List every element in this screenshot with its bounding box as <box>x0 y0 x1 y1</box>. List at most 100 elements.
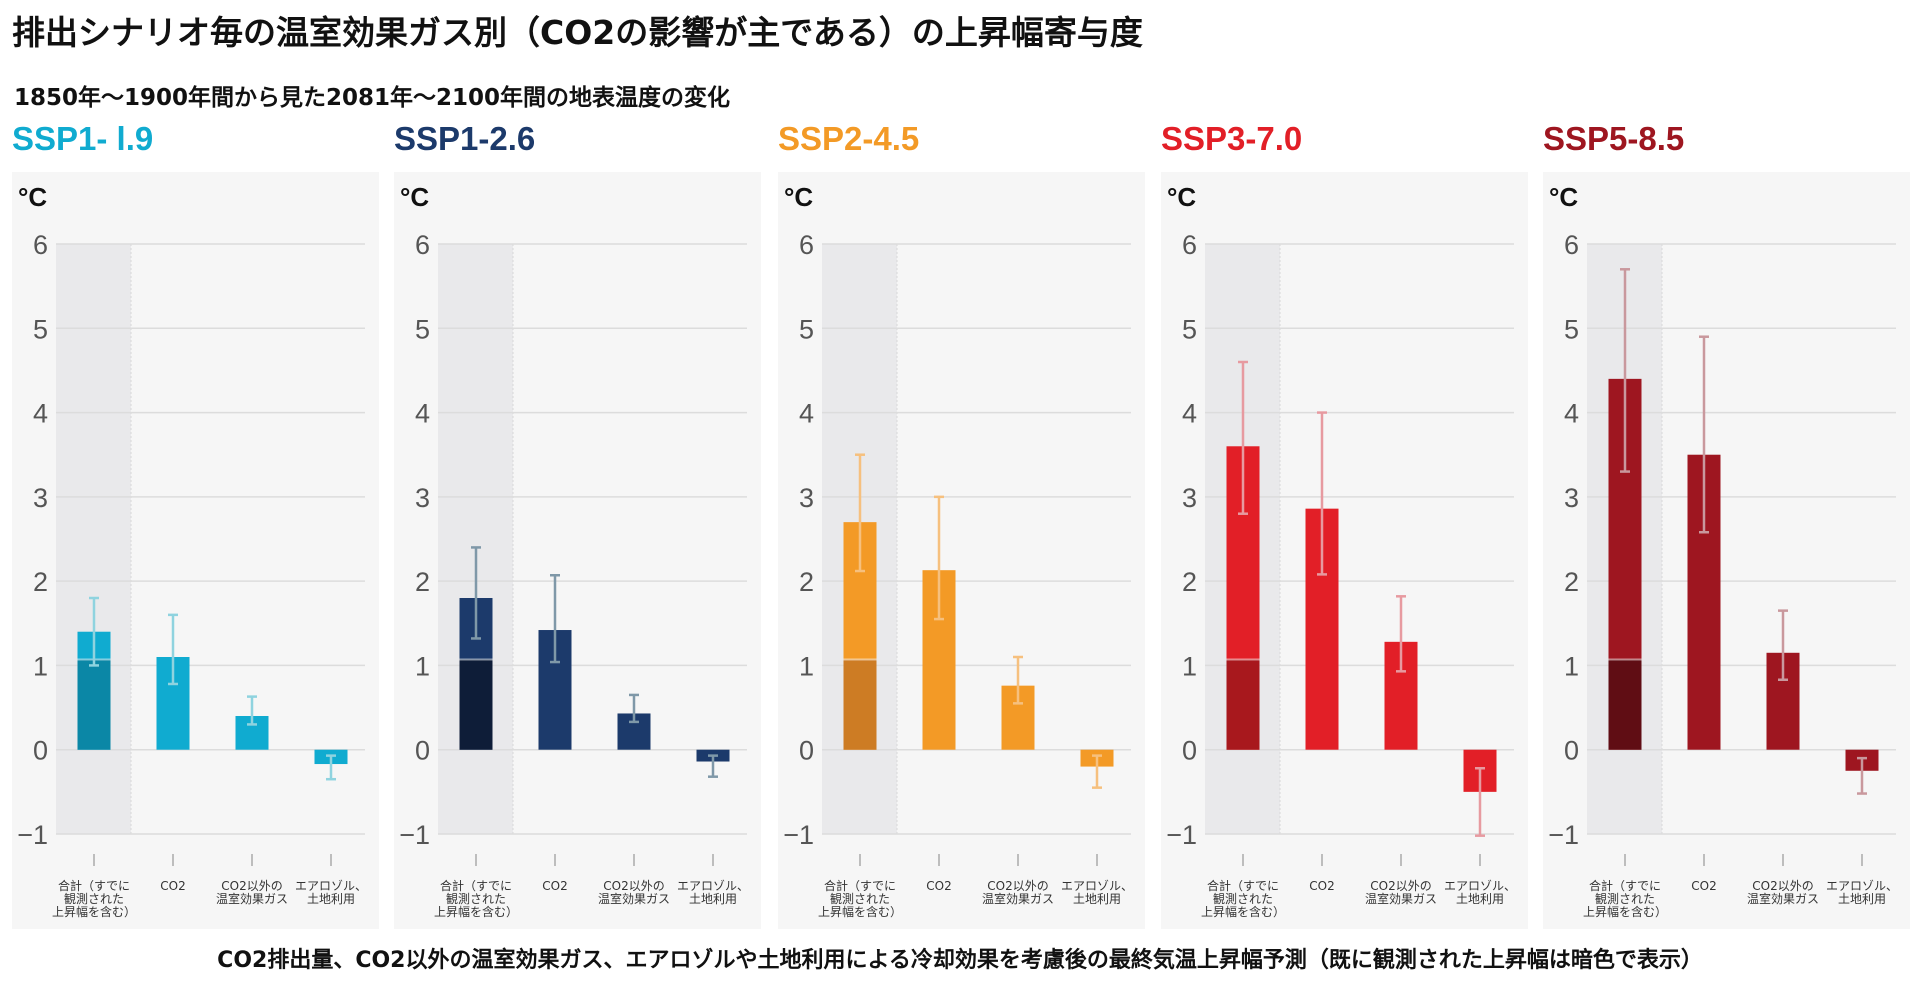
x-tick-label: CO2以外の <box>221 879 282 893</box>
y-tick-label: −1 <box>399 820 430 850</box>
x-tick-label: 土地利用 <box>689 892 737 906</box>
page-title: 排出シナリオ毎の温室効果ガス別（CO2の影響が主である）の上昇幅寄与度 <box>12 13 1143 52</box>
chart-caption: CO2排出量、CO2以外の温室効果ガス、エアロゾルや土地利用による冷却効果を考慮… <box>217 948 1703 973</box>
x-tick-label: 温室効果ガス <box>1747 891 1819 906</box>
x-tick-label: 上昇幅を含む） <box>434 904 518 919</box>
observed-bar <box>1608 659 1642 750</box>
y-tick-label: 4 <box>415 399 430 429</box>
y-tick-label: 1 <box>799 651 814 681</box>
observed-bar <box>459 659 493 750</box>
scenario-panel: °C 6 5 4 3 2 1 0 −1 合計（すでに 観測された 上昇幅を含む） CO2 CO2以外の 温室… <box>394 172 761 929</box>
x-tick-label: CO2 <box>160 879 185 893</box>
y-tick-label: 4 <box>1564 399 1579 429</box>
scenario-panel: °C 6 5 4 3 2 1 0 −1 合計（すでに 観測された 上昇幅を含む） CO2 CO2以外の 温室… <box>12 172 379 929</box>
y-tick-label: 6 <box>415 230 430 260</box>
x-tick-label: エアロゾル、 <box>295 879 367 893</box>
y-tick-label: 3 <box>33 483 48 513</box>
x-tick-label: 土地利用 <box>307 892 355 906</box>
x-tick-label: CO2 <box>1309 879 1334 893</box>
y-tick-label: 2 <box>415 567 430 597</box>
y-tick-label: 0 <box>799 736 814 766</box>
scenario-panel: °C 6 5 4 3 2 1 0 −1 合計（すでに 観測された 上昇幅を含む） CO2 CO2以外の 温室… <box>1161 172 1528 929</box>
x-tick-label: 上昇幅を含む） <box>1583 904 1667 919</box>
scenario-panel: °C 6 5 4 3 2 1 0 −1 合計（すでに 観測された 上昇幅を含む） CO2 CO2以外の 温室… <box>1543 172 1910 929</box>
y-tick-label: 6 <box>1182 230 1197 260</box>
y-tick-label: 4 <box>1182 399 1197 429</box>
x-tick-label: 観測された <box>446 892 506 906</box>
x-tick-label: CO2 <box>1691 879 1716 893</box>
x-tick-label: 温室効果ガス <box>598 891 670 906</box>
page-subtitle: 1850年〜1900年間から見た2081年〜2100年間の地表温度の変化 <box>14 85 731 111</box>
y-tick-label: 1 <box>33 651 48 681</box>
y-tick-label: 6 <box>799 230 814 260</box>
y-unit-label: °C <box>18 182 47 212</box>
x-tick-label: 観測された <box>1213 892 1273 906</box>
y-tick-label: 3 <box>799 483 814 513</box>
observed-bar <box>1226 659 1260 750</box>
x-tick-label: 合計（すでに <box>1589 878 1661 893</box>
x-tick-label: 合計（すでに <box>824 878 896 893</box>
x-tick-label: 温室効果ガス <box>982 891 1054 906</box>
y-unit-label: °C <box>1549 182 1578 212</box>
y-tick-label: 5 <box>799 314 814 344</box>
x-tick-label: CO2以外の <box>1370 879 1431 893</box>
y-tick-label: 4 <box>799 399 814 429</box>
y-tick-label: 1 <box>415 651 430 681</box>
y-tick-label: 3 <box>415 483 430 513</box>
x-tick-label: 観測された <box>64 892 124 906</box>
x-tick-label: 観測された <box>1595 892 1655 906</box>
y-tick-label: 3 <box>1182 483 1197 513</box>
y-unit-label: °C <box>784 182 813 212</box>
x-tick-label: CO2 <box>542 879 567 893</box>
y-tick-label: −1 <box>1166 820 1197 850</box>
y-tick-label: 3 <box>1564 483 1579 513</box>
x-tick-label: 土地利用 <box>1073 892 1121 906</box>
y-tick-label: 6 <box>1564 230 1579 260</box>
scenario-panel: °C 6 5 4 3 2 1 0 −1 合計（すでに 観測された 上昇幅を含む） CO2 CO2以外の 温室… <box>778 172 1145 929</box>
y-tick-label: 4 <box>33 399 48 429</box>
y-tick-label: 2 <box>1564 567 1579 597</box>
x-tick-label: 土地利用 <box>1838 892 1886 906</box>
scenario-title: SSP3-7.0 <box>1161 120 1303 157</box>
y-tick-label: 0 <box>33 736 48 766</box>
x-tick-label: 上昇幅を含む） <box>818 904 902 919</box>
x-tick-label: 合計（すでに <box>58 878 130 893</box>
y-tick-label: 2 <box>1182 567 1197 597</box>
y-unit-label: °C <box>1167 182 1196 212</box>
x-tick-label: CO2以外の <box>987 879 1048 893</box>
scenario-title: SSP1-2.6 <box>394 120 536 157</box>
x-tick-label: 合計（すでに <box>1207 878 1279 893</box>
x-tick-label: エアロゾル、 <box>677 879 749 893</box>
y-tick-label: −1 <box>1548 820 1579 850</box>
y-tick-label: 5 <box>415 314 430 344</box>
observed-bar <box>843 659 877 750</box>
y-tick-label: 5 <box>33 314 48 344</box>
y-tick-label: 1 <box>1182 651 1197 681</box>
observed-bar <box>77 659 111 750</box>
y-tick-label: 0 <box>1182 736 1197 766</box>
scenario-title: SSP1- l.9 <box>12 120 154 157</box>
x-tick-label: 合計（すでに <box>440 878 512 893</box>
x-tick-label: CO2以外の <box>603 879 664 893</box>
scenario-title: SSP2-4.5 <box>778 120 920 157</box>
x-tick-label: 上昇幅を含む） <box>52 904 136 919</box>
x-tick-label: 温室効果ガス <box>1365 891 1437 906</box>
scenario-title: SSP5-8.5 <box>1543 120 1685 157</box>
y-tick-label: 2 <box>33 567 48 597</box>
x-tick-label: エアロゾル、 <box>1826 879 1898 893</box>
y-tick-label: 1 <box>1564 651 1579 681</box>
y-unit-label: °C <box>400 182 429 212</box>
y-tick-label: 5 <box>1564 314 1579 344</box>
y-tick-label: 0 <box>1564 736 1579 766</box>
x-tick-label: エアロゾル、 <box>1444 879 1516 893</box>
x-tick-label: 温室効果ガス <box>216 891 288 906</box>
y-tick-label: 2 <box>799 567 814 597</box>
y-tick-label: −1 <box>17 820 48 850</box>
y-tick-label: 0 <box>415 736 430 766</box>
y-tick-label: 6 <box>33 230 48 260</box>
x-tick-label: CO2以外の <box>1752 879 1813 893</box>
